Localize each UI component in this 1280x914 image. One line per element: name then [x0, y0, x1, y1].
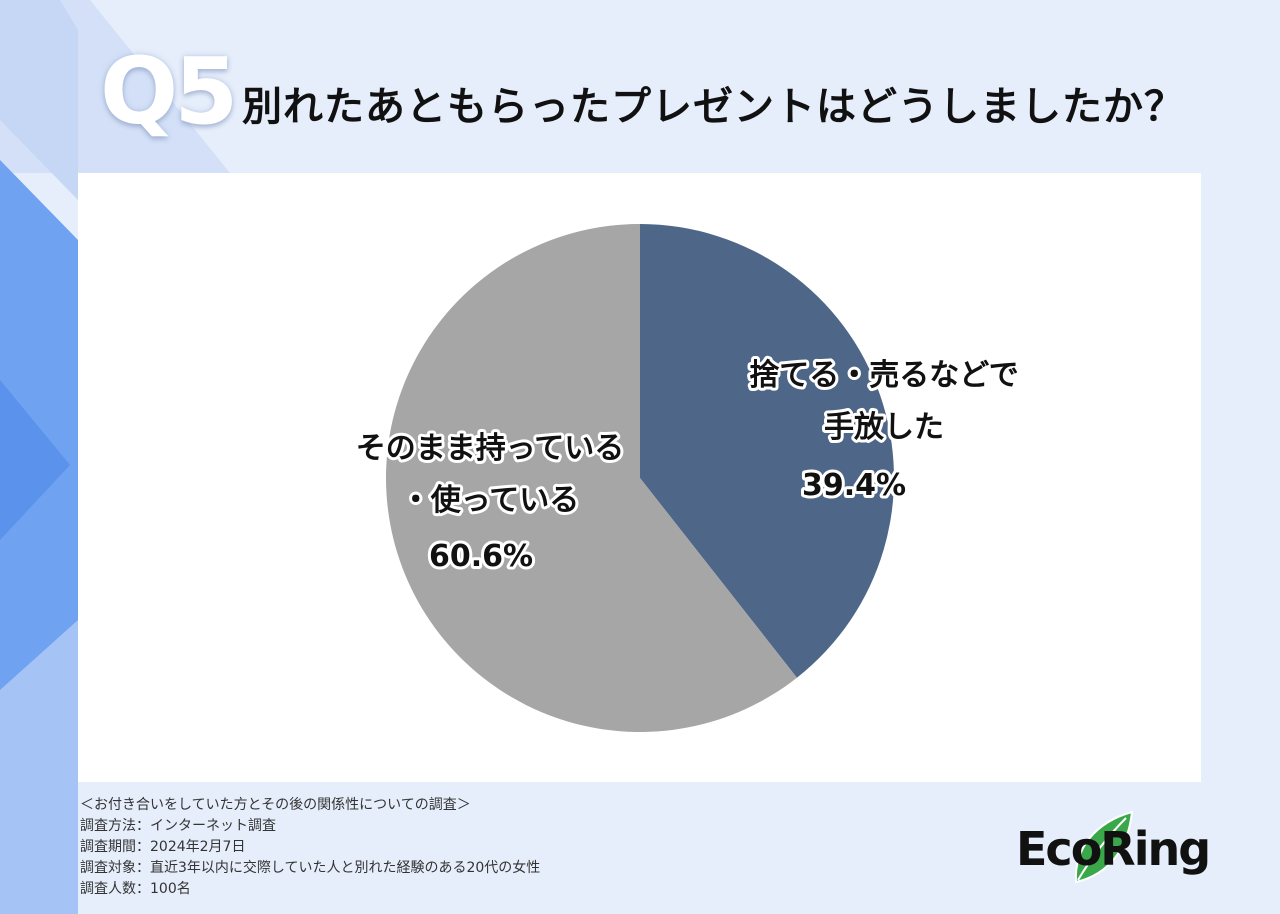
survey-note-count: 調査人数：100名	[80, 881, 191, 897]
slice-label-1-line-0: そのまま持っている	[356, 431, 625, 466]
survey-note-heading: ＜お付き合いをしていた方とその後の関係性についての調査＞	[80, 797, 471, 813]
survey-notes: ＜お付き合いをしていた方とその後の関係性についての調査＞ 調査方法：インターネッ…	[80, 795, 540, 900]
survey-note-method: 調査方法：インターネット調査	[80, 818, 276, 834]
pie-slice-0	[640, 224, 895, 678]
slice-label-0-line-0: 捨てる・売るなどで	[749, 358, 1018, 393]
slice-value-label-1: 60.6%	[429, 539, 533, 574]
pie-slice-1	[386, 224, 797, 732]
slice-value-label-0: 39.4%	[802, 468, 906, 503]
slice-label-1-line-1: ・使っている	[401, 483, 580, 518]
chart-title: 別れたあともらったプレゼントはどうしましたか？	[242, 84, 1185, 130]
leaf-icon	[1074, 810, 1134, 884]
question-number-badge: Q5	[100, 38, 238, 145]
ecoring-logo: EcoRing	[1016, 808, 1211, 888]
survey-note-period: 調査期間：2024年2月7日	[80, 839, 246, 855]
logo-text: EcoRing	[1016, 822, 1211, 876]
survey-note-target: 調査対象：直近3年以内に交際していた人と別れた経験のある20代の女性	[80, 860, 541, 876]
slice-label-0-line-1: 手放した	[824, 410, 944, 445]
chart-panel: 捨てる・売るなどで 手放した 39.4% そのまま持っている ・使っている 60.6%	[78, 173, 1201, 782]
